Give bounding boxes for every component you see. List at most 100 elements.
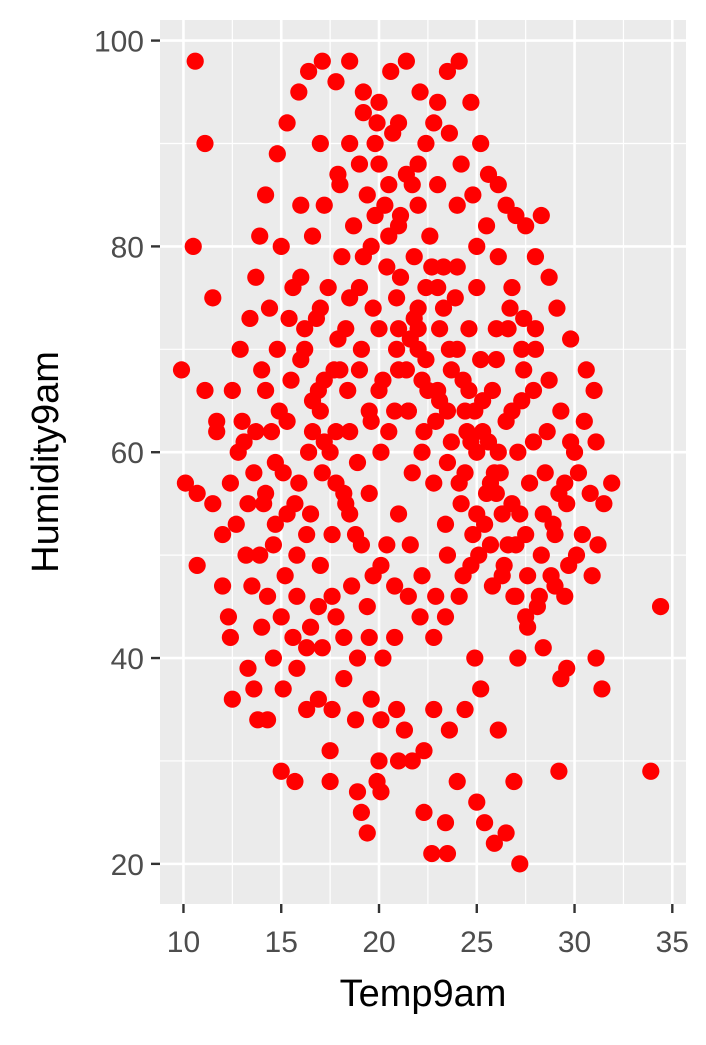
data-point	[237, 546, 255, 564]
y-tick-label: 100	[94, 26, 144, 59]
data-point	[256, 186, 275, 204]
data-point	[327, 73, 345, 91]
data-point	[411, 83, 429, 101]
data-point	[370, 155, 388, 173]
data-point	[235, 433, 253, 451]
data-point	[251, 546, 269, 564]
data-point	[481, 536, 500, 554]
data-point	[264, 649, 283, 667]
data-point	[256, 484, 275, 502]
data-point	[423, 258, 441, 276]
data-point	[429, 278, 447, 297]
data-point	[319, 278, 337, 297]
data-point	[292, 351, 310, 369]
data-point	[280, 309, 298, 328]
data-point	[243, 577, 261, 595]
x-axis-title: Temp9am	[340, 973, 507, 1015]
data-point	[233, 412, 251, 430]
data-point	[196, 134, 214, 153]
data-point	[358, 186, 376, 204]
data-point	[309, 690, 327, 708]
data-point	[321, 742, 339, 760]
data-point	[290, 474, 308, 492]
data-point	[434, 299, 453, 317]
y-tick-label: 80	[111, 231, 144, 264]
data-point	[219, 608, 238, 626]
data-point	[380, 176, 398, 194]
data-point	[278, 412, 296, 430]
data-point	[427, 587, 445, 605]
y-tick-label: 40	[111, 643, 144, 676]
x-tick-label: 35	[656, 926, 689, 959]
data-point	[438, 402, 457, 420]
data-point	[389, 320, 408, 338]
data-point	[290, 83, 308, 101]
data-point	[327, 423, 345, 441]
data-point	[573, 525, 591, 544]
data-point	[366, 134, 384, 153]
data-point	[552, 402, 570, 420]
data-point	[221, 628, 239, 647]
data-point	[391, 268, 410, 286]
data-point	[489, 248, 507, 266]
data-point	[438, 453, 457, 472]
data-point	[354, 104, 372, 122]
data-point	[388, 289, 406, 307]
data-point	[204, 495, 222, 513]
data-point	[651, 597, 670, 616]
data-point	[272, 762, 290, 780]
data-point	[454, 371, 472, 389]
data-point	[429, 176, 447, 194]
data-point	[213, 577, 232, 595]
data-point	[548, 299, 566, 317]
data-point	[515, 361, 533, 379]
data-point	[466, 649, 484, 667]
data-point	[309, 597, 327, 616]
data-point	[352, 803, 371, 822]
data-point	[272, 608, 290, 626]
data-point	[550, 762, 568, 780]
data-point	[520, 474, 539, 492]
data-point	[331, 361, 349, 379]
data-point	[370, 381, 388, 400]
data-point	[472, 351, 490, 369]
data-point	[556, 474, 574, 492]
data-point	[517, 525, 535, 544]
data-point	[221, 474, 239, 492]
data-point	[292, 268, 310, 286]
data-point	[370, 93, 388, 111]
data-point	[540, 371, 558, 389]
y-tick-label: 60	[111, 437, 144, 470]
data-point	[489, 176, 507, 194]
data-point	[448, 772, 466, 791]
data-point	[493, 567, 511, 585]
data-point	[288, 546, 306, 564]
data-point	[401, 536, 419, 554]
data-point	[419, 381, 437, 400]
data-point	[489, 721, 507, 739]
data-point	[562, 330, 580, 348]
data-point	[372, 711, 390, 729]
data-point	[515, 309, 533, 328]
data-point	[442, 433, 460, 451]
data-point	[286, 772, 304, 791]
data-point	[491, 464, 509, 482]
data-point	[262, 423, 281, 441]
data-point	[188, 484, 206, 502]
data-point	[440, 124, 458, 142]
data-point	[431, 320, 449, 338]
data-point	[513, 392, 531, 410]
data-point	[589, 536, 607, 554]
data-point	[223, 381, 241, 400]
panel-background	[160, 20, 686, 904]
data-point	[264, 536, 283, 554]
data-point	[282, 371, 300, 389]
data-point	[378, 536, 396, 554]
data-point	[266, 515, 284, 533]
data-point	[188, 556, 206, 575]
data-point	[288, 587, 306, 605]
data-point	[239, 659, 257, 677]
data-point	[301, 618, 320, 636]
y-axis-title: Humidity9am	[25, 351, 67, 573]
